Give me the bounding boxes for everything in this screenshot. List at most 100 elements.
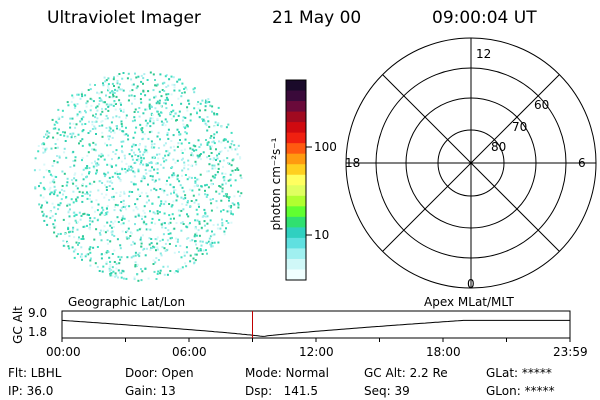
uv-pixel bbox=[150, 112, 153, 115]
uv-pixel bbox=[134, 251, 137, 254]
uv-pixel bbox=[182, 123, 185, 126]
uv-pixel bbox=[172, 158, 175, 161]
uv-pixel bbox=[114, 275, 117, 278]
uv-pixel bbox=[153, 143, 156, 145]
uv-pixel bbox=[236, 147, 238, 150]
uv-pixel bbox=[136, 198, 139, 201]
uv-pixel bbox=[205, 249, 207, 252]
uv-pixel bbox=[166, 132, 169, 134]
uv-pixel bbox=[182, 126, 185, 128]
uv-pixel bbox=[181, 174, 183, 177]
uv-pixel bbox=[225, 220, 228, 222]
uv-pixel bbox=[230, 148, 233, 151]
uv-pixel bbox=[156, 135, 159, 138]
uv-pixel bbox=[85, 185, 88, 188]
uv-pixel bbox=[53, 191, 56, 194]
uv-pixel bbox=[142, 157, 145, 160]
uv-pixel bbox=[97, 218, 100, 220]
uv-pixel bbox=[131, 145, 134, 148]
uv-pixel bbox=[86, 224, 88, 227]
uv-pixel bbox=[110, 103, 113, 106]
uv-pixel bbox=[151, 146, 154, 149]
uv-pixel bbox=[181, 119, 184, 122]
uv-pixel bbox=[130, 256, 133, 259]
uv-pixel bbox=[229, 173, 232, 176]
uv-pixel bbox=[191, 239, 194, 242]
uv-pixel bbox=[141, 270, 144, 273]
uv-pixel bbox=[149, 71, 152, 74]
uv-pixel bbox=[61, 109, 64, 112]
uv-pixel bbox=[142, 90, 145, 93]
uv-pixel bbox=[120, 120, 123, 123]
uv-pixel bbox=[150, 161, 153, 164]
color-bar-segment bbox=[286, 90, 306, 102]
uv-pixel bbox=[69, 166, 72, 168]
uv-pixel bbox=[99, 98, 102, 101]
uv-pixel bbox=[166, 239, 169, 242]
uv-pixel bbox=[206, 229, 209, 232]
uv-pixel bbox=[90, 98, 93, 101]
uv-pixel bbox=[206, 129, 209, 132]
uv-pixel bbox=[111, 82, 114, 85]
uv-pixel bbox=[68, 222, 71, 225]
uv-pixel bbox=[67, 245, 70, 248]
uv-pixel bbox=[148, 199, 150, 202]
uv-pixel bbox=[224, 138, 227, 141]
uv-pixel bbox=[76, 113, 79, 116]
uv-pixel bbox=[197, 107, 200, 110]
uv-pixel bbox=[153, 168, 156, 171]
uv-pixel bbox=[75, 123, 78, 126]
uv-pixel bbox=[156, 246, 159, 249]
uv-pixel bbox=[206, 222, 209, 225]
uv-pixel bbox=[159, 240, 162, 242]
uv-pixel bbox=[81, 138, 84, 141]
uv-pixel bbox=[112, 150, 115, 153]
uv-pixel bbox=[96, 209, 99, 212]
uv-pixel bbox=[64, 131, 66, 134]
uv-pixel bbox=[169, 112, 171, 114]
uv-pixel bbox=[146, 79, 149, 81]
uv-pixel bbox=[177, 78, 180, 81]
uv-pixel bbox=[56, 122, 59, 124]
uv-pixel bbox=[173, 89, 176, 92]
uv-pixel bbox=[88, 182, 91, 185]
uv-pixel bbox=[128, 205, 131, 208]
uv-pixel bbox=[75, 241, 78, 244]
uv-pixel bbox=[155, 278, 158, 280]
uv-pixel bbox=[155, 84, 158, 87]
uv-pixel bbox=[148, 103, 151, 106]
uv-pixel bbox=[142, 209, 145, 212]
uv-pixel bbox=[60, 198, 63, 201]
uv-pixel bbox=[96, 91, 99, 94]
uv-pixel bbox=[65, 196, 68, 198]
uv-pixel bbox=[239, 174, 242, 177]
uv-pixel bbox=[88, 172, 90, 175]
uv-pixel bbox=[177, 114, 180, 117]
uv-pixel bbox=[109, 240, 112, 243]
uv-pixel bbox=[194, 182, 197, 184]
mlt-label-0: 0 bbox=[467, 277, 475, 291]
uv-pixel bbox=[124, 171, 127, 174]
uv-pixel bbox=[153, 187, 156, 190]
uv-pixel bbox=[234, 169, 237, 171]
uv-pixel bbox=[137, 279, 140, 282]
uv-pixel bbox=[204, 184, 207, 187]
uv-pixel bbox=[194, 219, 197, 222]
uv-pixel bbox=[196, 219, 199, 222]
uv-pixel bbox=[95, 113, 97, 116]
uv-pixel bbox=[164, 242, 167, 245]
uv-pixel bbox=[52, 178, 55, 181]
uv-pixel bbox=[200, 244, 203, 247]
uv-pixel bbox=[114, 272, 117, 275]
uv-pixel bbox=[100, 212, 103, 215]
uv-pixel bbox=[199, 109, 201, 112]
uv-pixel bbox=[184, 116, 187, 119]
uv-pixel bbox=[93, 167, 96, 170]
uv-pixel bbox=[127, 165, 130, 168]
uv-pixel bbox=[118, 128, 121, 131]
uv-pixel bbox=[184, 127, 187, 130]
uv-pixel bbox=[183, 251, 186, 254]
uv-pixel bbox=[208, 125, 211, 128]
uv-pixel bbox=[147, 183, 149, 186]
uv-pixel bbox=[159, 204, 162, 207]
